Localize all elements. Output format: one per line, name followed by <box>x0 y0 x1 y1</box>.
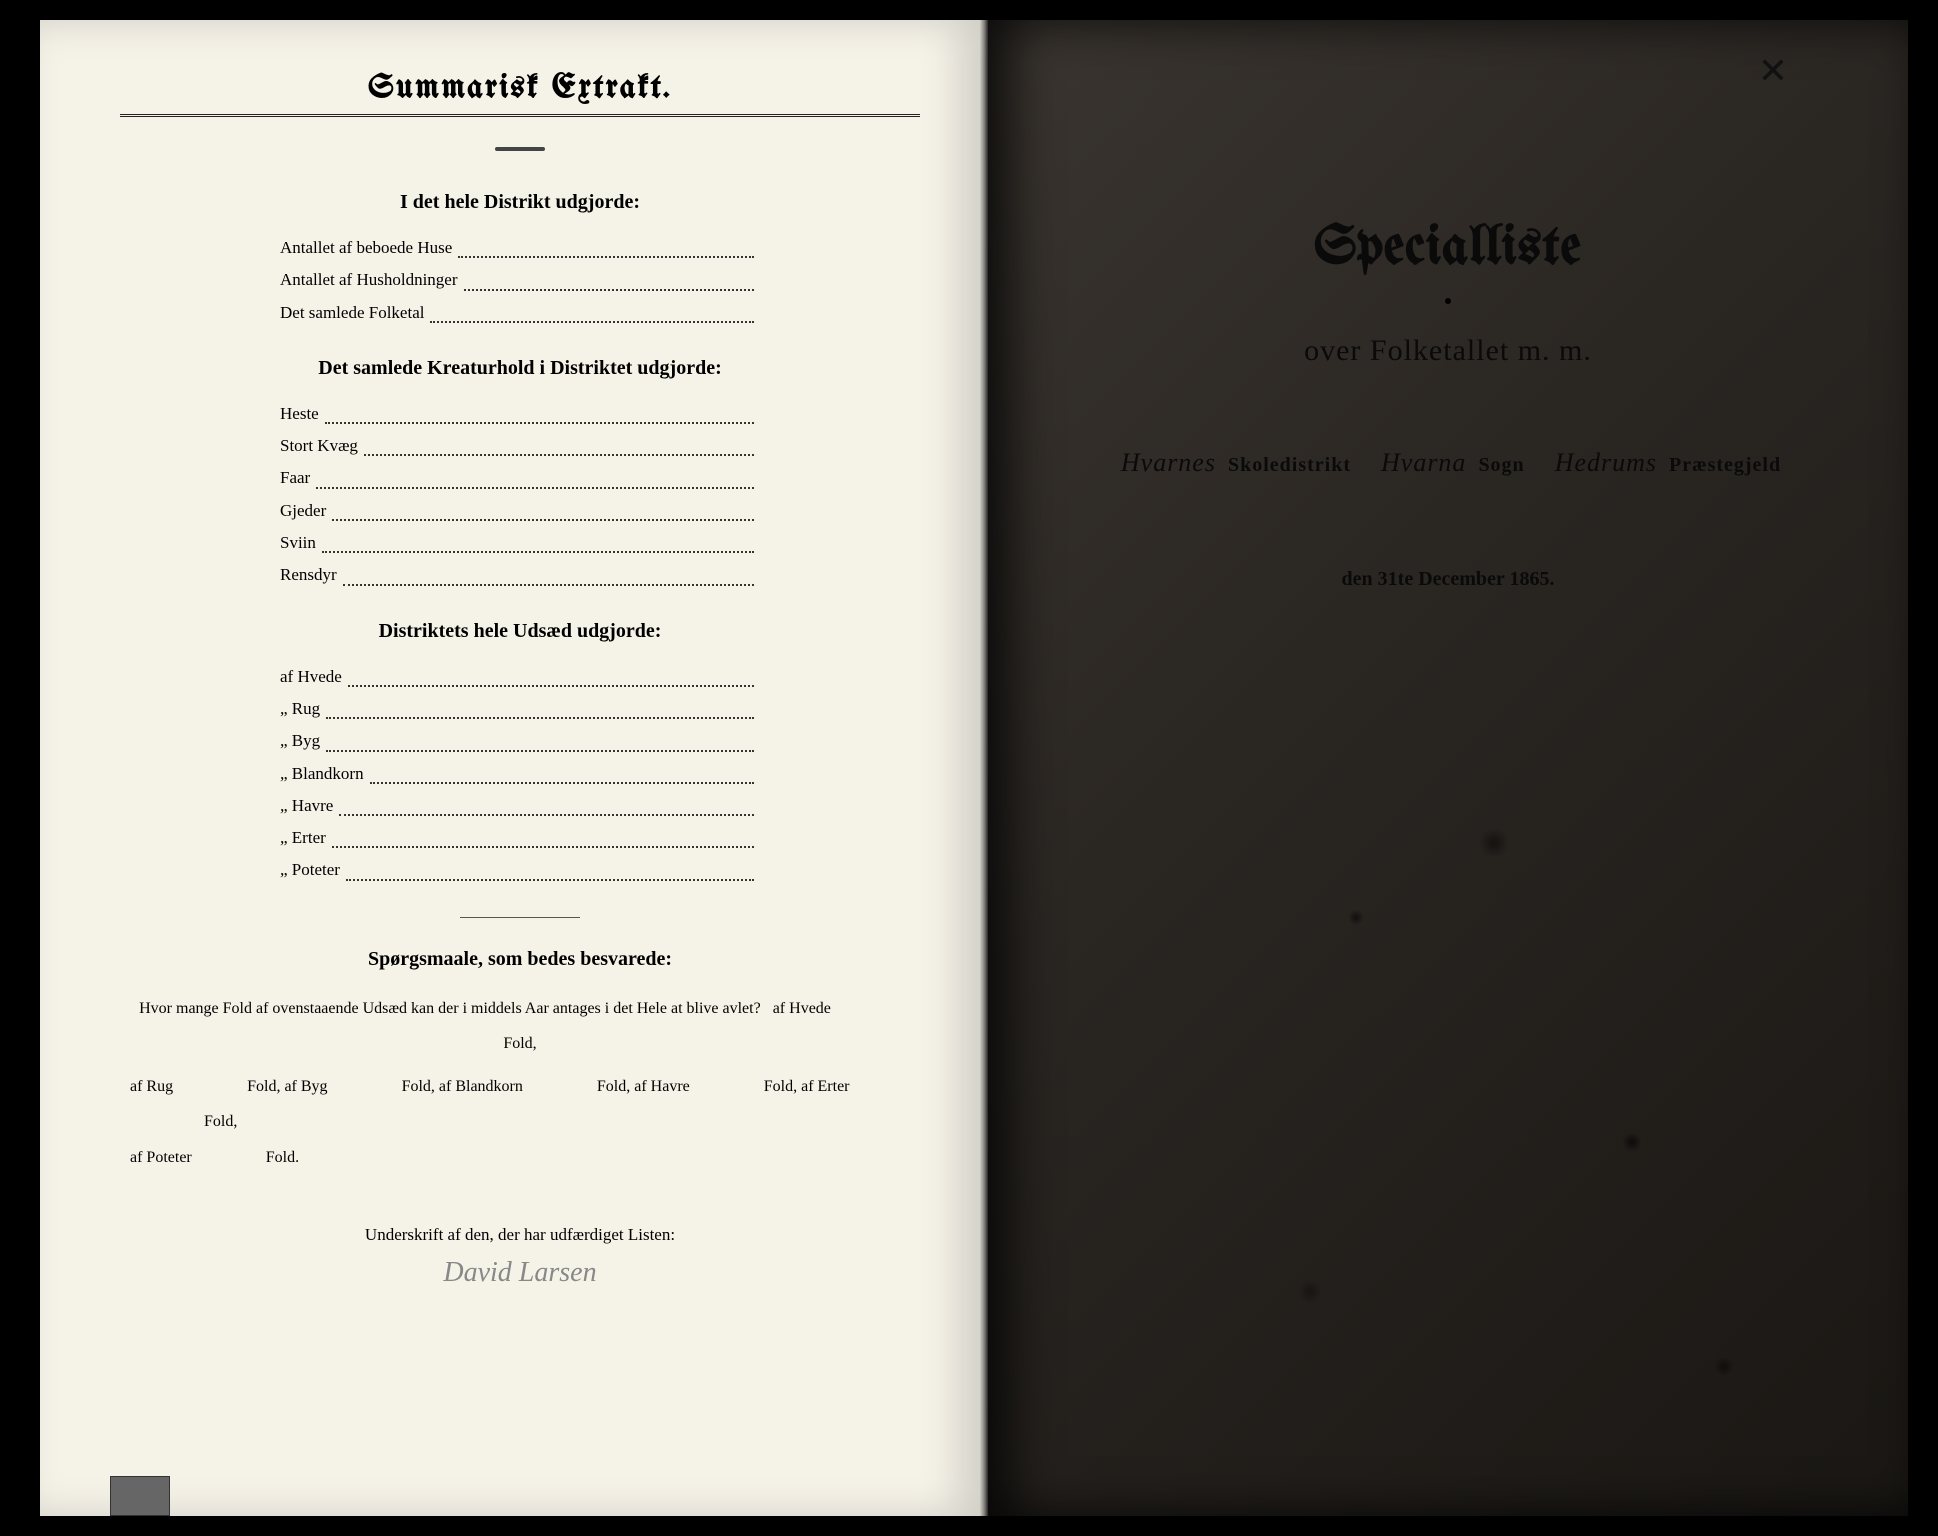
right-page: ✕ Specialliste over Folketallet m. m. Hv… <box>988 20 1908 1516</box>
list-item: „ Rug <box>280 693 760 725</box>
list-item: „ Poteter <box>280 854 760 886</box>
item-label: Antallet af beboede Huse <box>280 232 452 264</box>
item-label: Faar <box>280 462 310 494</box>
list-item: „ Havre <box>280 790 760 822</box>
right-title-text: Specialliste <box>1314 220 1582 278</box>
dot-leader <box>326 693 754 719</box>
q-part: af Hvede <box>773 1000 831 1017</box>
right-date: den 31te December 1865. <box>1048 568 1848 591</box>
dot-leader <box>343 559 754 585</box>
list-item: Heste <box>280 398 760 430</box>
item-label: Antallet af Husholdninger <box>280 264 458 296</box>
deanery-label: Præstegjeld <box>1669 454 1781 476</box>
parish-name: Hvarna <box>1381 448 1466 477</box>
left-page: Summarisk Extrakt. I det hele Distrikt u… <box>40 20 980 1516</box>
parish-label: Sogn <box>1478 454 1524 476</box>
page-thumb-tab <box>110 1476 170 1516</box>
list-item: af Hvede <box>280 661 760 693</box>
right-content: ✕ Specialliste over Folketallet m. m. Hv… <box>1048 100 1848 1436</box>
q-part: Fold, <box>204 1113 237 1130</box>
q-part: Fold, <box>402 1078 435 1095</box>
q-part: Fold. <box>266 1149 299 1166</box>
book-spine <box>980 20 988 1516</box>
q-part: Fold, <box>503 1035 536 1052</box>
signature-label: Underskrift af den, der har udfærdiget L… <box>120 1225 920 1245</box>
q-part: Fold, <box>597 1078 630 1095</box>
item-label: Heste <box>280 398 319 430</box>
dot-leader <box>316 462 754 488</box>
dot-leader <box>346 854 754 880</box>
question-intro: Hvor mange Fold af ovenstaaende Udsæd ka… <box>139 1000 761 1017</box>
list-item: „ Blandkorn <box>280 758 760 790</box>
item-label: „ Erter <box>280 822 326 854</box>
item-label: „ Rug <box>280 693 320 725</box>
list-item: „ Erter <box>280 822 760 854</box>
left-page-header: Summarisk Extrakt. <box>120 70 920 117</box>
dot-leader <box>370 758 754 784</box>
section-divider <box>460 917 580 918</box>
item-label: Det samlede Folketal <box>280 297 424 329</box>
book-spread: Summarisk Extrakt. I det hele Distrikt u… <box>0 0 1938 1536</box>
section3-list: af Hvede „ Rug „ Byg „ Blandkorn „ Havre… <box>280 661 760 887</box>
q-part: Fold, <box>764 1078 797 1095</box>
signature-block: Underskrift af den, der har udfærdiget L… <box>120 1225 920 1289</box>
list-item: Antallet af Husholdninger <box>280 264 760 296</box>
list-item: Det samlede Folketal <box>280 297 760 329</box>
dot-leader <box>332 495 754 521</box>
q-part: af Blandkorn <box>439 1078 523 1095</box>
q-part: af Erter <box>801 1078 849 1095</box>
dot-leader <box>430 297 754 323</box>
item-label: Gjeder <box>280 495 326 527</box>
x-mark-icon: ✕ <box>1758 50 1788 92</box>
q-part: Fold, <box>247 1078 280 1095</box>
item-label: „ Blandkorn <box>280 758 364 790</box>
item-label: Sviin <box>280 527 316 559</box>
item-label: „ Poteter <box>280 854 340 886</box>
list-item: Antallet af beboede Huse <box>280 232 760 264</box>
dot-leader <box>339 790 754 816</box>
section2-list: Heste Stort Kvæg Faar Gjeder Sviin Rensd… <box>280 398 760 592</box>
item-label: „ Byg <box>280 725 320 757</box>
q-part: af Havre <box>634 1078 690 1095</box>
dot-leader <box>348 661 754 687</box>
section2-title: Det samlede Kreaturhold i Distriktet udg… <box>120 357 920 380</box>
signature-name: David Larsen <box>120 1257 920 1289</box>
list-item: Gjeder <box>280 495 760 527</box>
dot-leader <box>458 232 754 258</box>
header-rule <box>495 147 545 151</box>
district-label: Skoledistrikt <box>1228 454 1351 476</box>
q-part: af Rug <box>130 1078 173 1095</box>
item-label: af Hvede <box>280 661 342 693</box>
list-item: Sviin <box>280 527 760 559</box>
right-title: Specialliste <box>1048 220 1848 278</box>
list-item: Faar <box>280 462 760 494</box>
district-name: Hvarnes <box>1121 448 1216 477</box>
q-part: af Byg <box>284 1078 327 1095</box>
right-subtitle: over Folketallet m. m. <box>1048 334 1848 368</box>
section1-title: I det hele Distrikt udgjorde: <box>120 191 920 214</box>
right-info-line: Hvarnes Skoledistrikt Hvarna Sogn Hedrum… <box>1048 448 1848 478</box>
section1-list: Antallet af beboede Huse Antallet af Hus… <box>280 232 760 329</box>
deanery-name: Hedrums <box>1555 448 1657 477</box>
dot-leader <box>364 430 754 456</box>
dot-leader <box>325 398 754 424</box>
dot-leader <box>326 725 754 751</box>
item-label: „ Havre <box>280 790 333 822</box>
q-part: af Poteter <box>130 1149 192 1166</box>
questions-block: Hvor mange Fold af ovenstaaende Udsæd ka… <box>120 991 920 1175</box>
ornament-dot <box>1445 298 1451 304</box>
section3-title: Distriktets hele Udsæd udgjorde: <box>120 620 920 643</box>
dot-leader <box>332 822 754 848</box>
item-label: Stort Kvæg <box>280 430 358 462</box>
list-item: Stort Kvæg <box>280 430 760 462</box>
list-item: „ Byg <box>280 725 760 757</box>
questions-title: Spørgsmaale, som bedes besvarede: <box>120 948 920 971</box>
dot-leader <box>464 264 754 290</box>
item-label: Rensdyr <box>280 559 337 591</box>
dot-leader <box>322 527 754 553</box>
list-item: Rensdyr <box>280 559 760 591</box>
